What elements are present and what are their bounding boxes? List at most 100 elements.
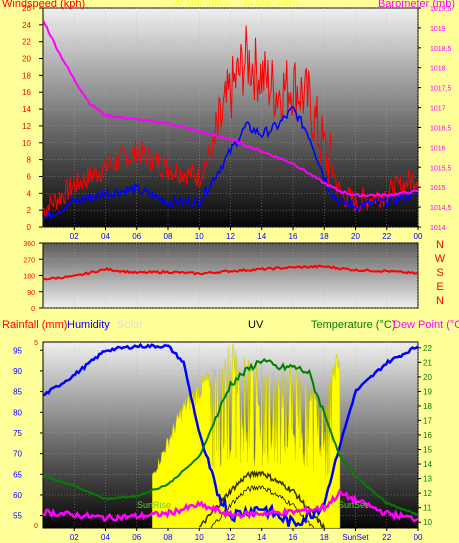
x-tick-label: 16 <box>289 232 298 241</box>
y-tick-label-left: 0 <box>27 223 32 232</box>
y-tick-label: 270 <box>23 257 35 264</box>
x-tick-label: 22 <box>382 232 391 241</box>
x-tick-label: 06 <box>132 232 141 241</box>
y-tick-label-left: 6 <box>27 172 32 181</box>
y-tick-label-left: 24 <box>22 21 31 30</box>
direction-label: S <box>436 267 443 279</box>
uv-line-secondary <box>210 485 315 528</box>
x-tick-label: 04 <box>101 232 110 241</box>
x-tick-label: 10 <box>195 232 204 241</box>
y-tick-label-right: 1017,5 <box>430 86 452 93</box>
y-tick-label-humidity: 80 <box>13 408 22 417</box>
y-tick-label-temp: 19 <box>423 387 432 396</box>
y-tick-label-temp: 13 <box>423 475 432 484</box>
y-tick-label-temp: 17 <box>423 416 432 425</box>
windspeed-axis-label: Windspeed (kph) <box>2 0 86 10</box>
y-tick-label: 0 <box>31 306 35 313</box>
x-tick-label: 00 <box>414 232 423 241</box>
y-tick-label-left: 18 <box>22 71 31 80</box>
x-tick-label: 10 <box>195 533 204 542</box>
y-tick-label-left: 16 <box>22 88 31 97</box>
x-tick-label: 18 <box>320 533 329 542</box>
humidity-line <box>43 342 418 528</box>
y-tick-label: 90 <box>27 290 35 297</box>
solar-area <box>152 343 341 528</box>
chart-title: 20 Mar 2015 ... 13 Mar 2015 <box>172 0 299 9</box>
y-tick-label-left: 2 <box>27 206 32 215</box>
y-tick-label-humidity: 75 <box>13 429 22 438</box>
y-tick-label-left: 8 <box>27 156 32 165</box>
y-tick-label-right: 1018 <box>430 66 446 73</box>
y-tick-label-temp: 15 <box>423 446 432 455</box>
y-tick-label-humidity: 55 <box>13 512 22 521</box>
y-tick-label-left: 14 <box>22 105 31 114</box>
barometer-line <box>43 19 418 198</box>
y-tick-label-left: 22 <box>22 38 31 47</box>
x-tick-label: 12 <box>226 533 235 542</box>
solar-label: Solar <box>117 319 143 331</box>
y-tick-label-right: 1014 <box>430 225 446 232</box>
y-tick-label-right: 1015 <box>430 185 446 192</box>
y-tick-label-right: 1016 <box>430 145 446 152</box>
direction-label: N <box>436 295 444 307</box>
y-tick-label-left: 12 <box>22 122 31 131</box>
x-tick-label: 12 <box>226 232 235 241</box>
dewpoint-line <box>43 488 418 523</box>
y-tick-label-right: 1019,5 <box>430 6 452 13</box>
y-tick-label-temp: 22 <box>423 344 432 353</box>
temperature-line <box>43 357 418 517</box>
y-tick-label-temp: 21 <box>423 358 432 367</box>
y-tick-label-temp: 10 <box>423 518 432 527</box>
y-tick-label-left: 10 <box>22 139 31 148</box>
y-tick-label-temp: 12 <box>423 489 432 498</box>
y-tick-label-right: 1015,5 <box>430 165 452 172</box>
sunrise-label: SunRise <box>137 500 172 510</box>
dewpoint-axis-label: Dew Point (°C) <box>393 319 459 331</box>
humidity-label: Humidity <box>67 319 110 331</box>
y-tick-label-left: 26 <box>22 4 31 13</box>
y-tick-label-humidity: 90 <box>13 367 22 376</box>
y-tick-label-humidity: 85 <box>13 388 22 397</box>
uv-line <box>198 469 326 528</box>
x-tick-label: 06 <box>132 533 141 542</box>
y-tick-label-humidity: 95 <box>13 346 22 355</box>
avg-wind-line <box>43 105 418 222</box>
y-tick-label-right: 1019 <box>430 26 446 33</box>
rainfall-axis-label: Rainfall (mm) <box>2 319 68 331</box>
y-tick-label-rain: 5 <box>34 340 38 347</box>
temperature-axis-label: Temperature (°C) <box>311 319 396 331</box>
y-tick-label-right: 1016,5 <box>430 125 452 132</box>
x-tick-label: 02 <box>70 232 79 241</box>
uv-label: UV <box>248 319 264 331</box>
direction-label: N <box>436 239 444 251</box>
y-tick-label-right: 1017 <box>430 106 446 113</box>
direction-label: W <box>435 253 446 265</box>
y-tick-label-temp: 11 <box>423 504 432 513</box>
y-tick-label: 180 <box>23 274 35 281</box>
x-tick-label: 20 <box>351 232 360 241</box>
y-tick-label-rain: 0 <box>34 523 38 530</box>
barometer-axis-label: Barometer (mb) <box>377 0 455 10</box>
x-tick-label: 02 <box>70 533 79 542</box>
x-tick-label: 14 <box>257 533 266 542</box>
sunset-label: SunSet <box>338 500 368 510</box>
y-tick-label-temp: 20 <box>423 373 432 382</box>
windspeed-line <box>43 25 418 219</box>
y-tick-label-temp: 14 <box>423 460 432 469</box>
y-tick-label-left: 20 <box>22 55 31 64</box>
direction-label: E <box>436 281 443 293</box>
y-tick-label-right: 1014,5 <box>430 205 452 212</box>
x-tick-label: 18 <box>320 232 329 241</box>
y-tick-label-humidity: 60 <box>13 491 22 500</box>
y-tick-label-temp: 16 <box>423 431 432 440</box>
x-tick-label: 00 <box>414 533 423 542</box>
y-tick-label-right: 1018,5 <box>430 46 452 53</box>
wind-direction-line <box>43 264 418 281</box>
x-tick-label: 14 <box>257 232 266 241</box>
y-tick-label-humidity: 70 <box>13 450 22 459</box>
x-tick-label: 22 <box>382 533 391 542</box>
x-tick-label: 16 <box>289 533 298 542</box>
y-tick-label: 360 <box>23 241 35 248</box>
y-tick-label-left: 4 <box>27 189 32 198</box>
